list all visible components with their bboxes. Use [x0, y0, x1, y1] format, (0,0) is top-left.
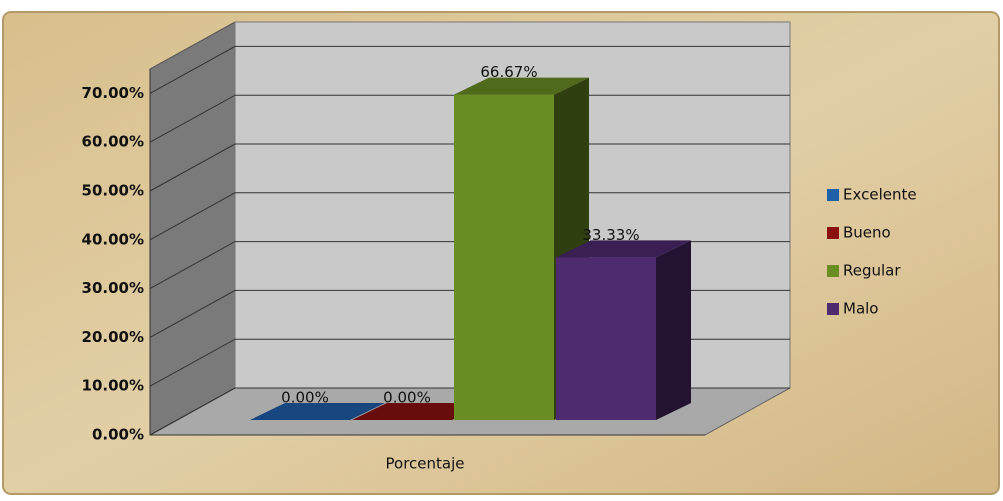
data-label: 66.67% — [480, 63, 537, 81]
bar — [454, 77, 589, 421]
data-label: 0.00% — [281, 389, 329, 407]
grid-line — [149, 45, 790, 94]
legend-label: Regular — [843, 262, 901, 280]
bar — [352, 403, 487, 420]
legend-label: Bueno — [843, 224, 891, 242]
y-tick-label: 30.00% — [82, 279, 144, 297]
data-label: 0.00% — [383, 389, 431, 407]
y-tick-label: 10.00% — [82, 377, 144, 395]
bar-side — [656, 240, 691, 420]
x-axis-label: Porcentaje — [386, 455, 465, 473]
bar-top — [454, 77, 589, 95]
legend-swatch — [827, 265, 839, 277]
y-tick-label: 0.00% — [92, 426, 144, 444]
y-tick-label: 60.00% — [82, 133, 144, 151]
grid-line — [149, 192, 790, 241]
plot-area: 0.00% 10.00% 20.00% 30.00% 40.00% 50.00% 60.00… — [82, 21, 917, 444]
y-tick-label: 20.00% — [82, 328, 144, 346]
side-wall — [149, 21, 236, 436]
bar-top — [250, 403, 385, 420]
bar-top — [352, 403, 487, 420]
data-label: 33.33% — [582, 226, 639, 244]
bar-front — [556, 257, 656, 420]
grid-line — [149, 143, 790, 192]
legend-swatch — [827, 303, 839, 315]
legend-swatch — [827, 227, 839, 239]
bar — [250, 403, 385, 420]
y-tick-label: 40.00% — [82, 230, 144, 248]
legend-swatch — [827, 189, 839, 201]
bar-front — [454, 94, 554, 421]
bar-top — [556, 240, 691, 258]
bar — [556, 240, 691, 420]
grid-line — [149, 94, 790, 143]
legend-label: Malo — [843, 300, 878, 318]
legend-label: Excelente — [843, 186, 917, 204]
y-tick-label: 50.00% — [82, 182, 144, 200]
y-tick-label: 70.00% — [82, 84, 144, 102]
